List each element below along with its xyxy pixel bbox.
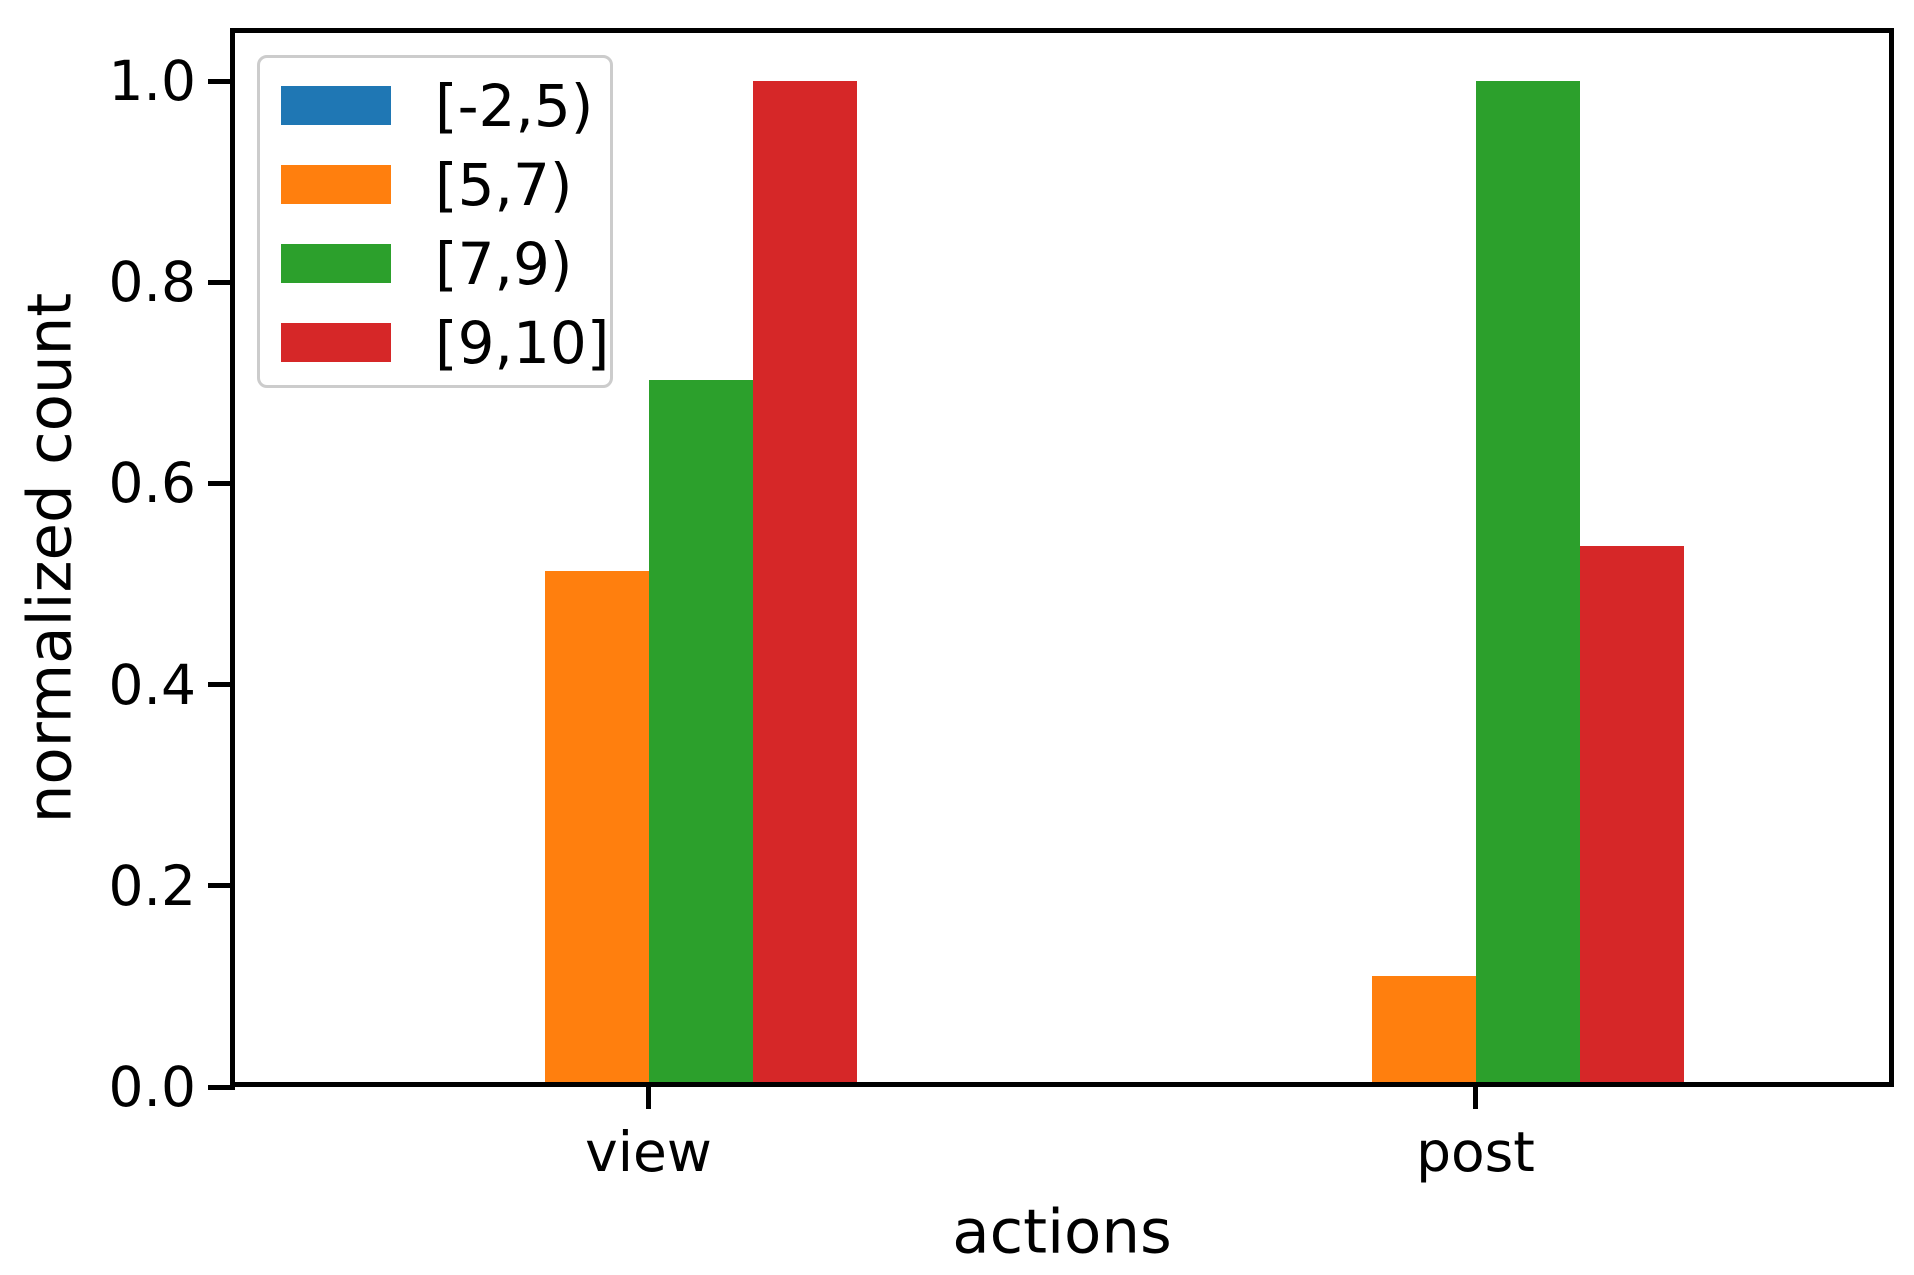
bar-post-series-3 (1579, 546, 1684, 1082)
legend-swatch-icon (281, 323, 391, 362)
bar-post-series-2 (1475, 81, 1580, 1082)
x-tick-mark (1473, 1087, 1478, 1109)
y-tick-label: 0.6 (108, 451, 196, 516)
legend-entry-1: [5,7) (281, 145, 610, 224)
bar-post-series-1 (1371, 976, 1476, 1082)
x-tick-label-post: post (1416, 1120, 1535, 1184)
bar-view-series-1 (544, 571, 649, 1082)
x-tick-label-view: view (585, 1120, 712, 1184)
legend: [-2,5) [5,7) [7,9) [9,10] (257, 55, 613, 388)
bar-view-series-3 (752, 81, 857, 1082)
legend-label: [7,9) (435, 229, 573, 298)
legend-label: [-2,5) (435, 71, 594, 140)
y-tick-label: 1.0 (108, 49, 196, 113)
legend-entry-3: [9,10] (281, 303, 610, 382)
y-tick-label: 0.4 (108, 652, 196, 717)
legend-swatch-icon (281, 165, 391, 204)
bar-view-series-2 (648, 380, 753, 1082)
y-tick-mark (208, 480, 235, 486)
y-tick-mark (208, 883, 235, 889)
y-tick-label: 0.2 (108, 853, 196, 918)
x-axis-label: actions (952, 1196, 1172, 1268)
x-tick-mark (646, 1087, 651, 1109)
y-tick-mark (208, 1084, 235, 1090)
legend-label: [9,10] (435, 308, 610, 377)
y-tick-label: 0.8 (108, 250, 196, 315)
legend-entry-2: [7,9) (281, 224, 610, 303)
legend-swatch-icon (281, 86, 391, 125)
y-tick-mark (208, 682, 235, 688)
y-axis-label: normalized count (14, 292, 86, 824)
legend-swatch-icon (281, 244, 391, 283)
y-tick-label: 0.0 (108, 1055, 196, 1119)
y-tick-mark (208, 279, 235, 285)
y-tick-mark (208, 78, 235, 84)
legend-label: [5,7) (435, 150, 573, 219)
legend-entry-0: [-2,5) (281, 66, 610, 145)
